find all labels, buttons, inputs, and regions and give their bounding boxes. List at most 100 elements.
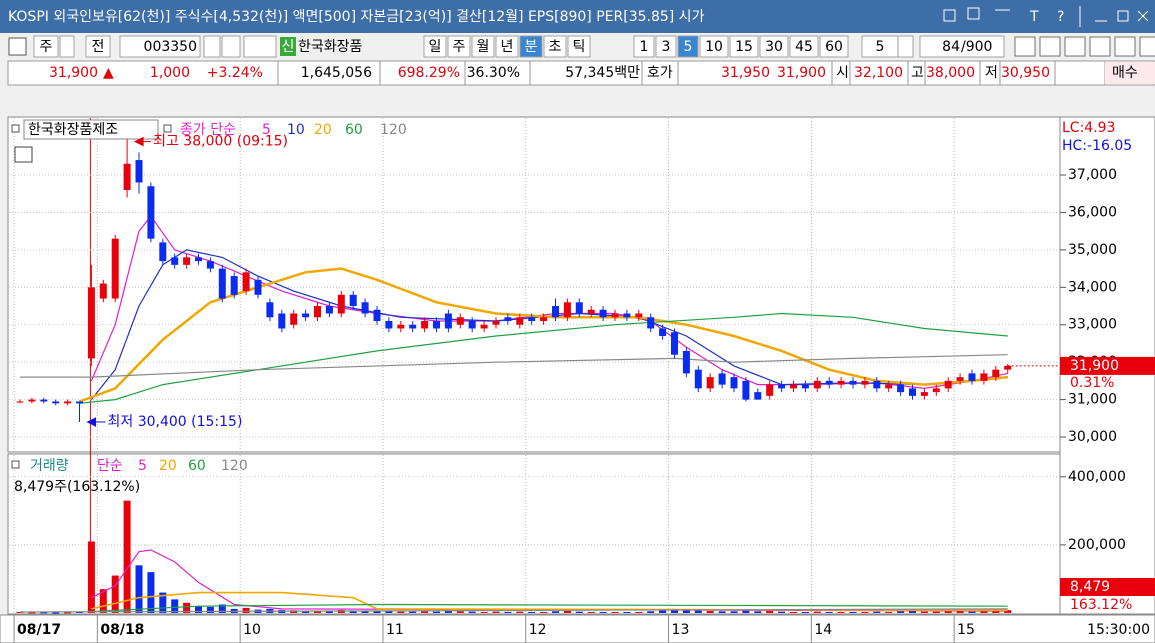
volume-panel [7, 453, 1061, 615]
tool-icon[interactable] [1089, 36, 1111, 57]
period-button[interactable]: 년 [501, 39, 514, 55]
volume-bar [611, 611, 619, 613]
interval-button-box[interactable] [655, 35, 677, 58]
last-volume-label: 8,479 [1070, 579, 1110, 595]
interval-button-box[interactable] [729, 35, 759, 58]
x-tick-label: 11 [386, 622, 404, 638]
dropdown[interactable] [59, 35, 75, 58]
scope[interactable]: 전 [92, 39, 105, 55]
interval-button[interactable]: 3 [662, 39, 671, 55]
market[interactable]: 주 [40, 39, 53, 55]
interval-button-box[interactable] [789, 35, 819, 58]
title-icon[interactable]: T [1029, 9, 1039, 25]
volume-bar [540, 611, 548, 613]
volume-bar [397, 611, 405, 613]
interval-button[interactable]: 45 [795, 39, 813, 55]
table-icon[interactable] [14, 146, 33, 163]
volume-bar [468, 611, 476, 613]
icon[interactable] [943, 9, 956, 22]
dropdown[interactable] [897, 35, 914, 58]
period-button[interactable]: 월 [477, 39, 490, 55]
period-button[interactable]: 초 [549, 39, 562, 55]
interval-button[interactable]: 60 [825, 39, 843, 55]
period-button-box[interactable] [423, 35, 447, 58]
candle-body [992, 369, 1000, 378]
volume-bar [1004, 610, 1012, 613]
legend-title: 한국화장품제조 [28, 122, 118, 138]
candle-body [778, 384, 786, 389]
interval-button[interactable]: 10 [705, 39, 723, 55]
interval-button[interactable]: 5 [684, 39, 693, 55]
volume-bar [325, 611, 333, 613]
period-button-box[interactable] [543, 35, 567, 58]
period-button-box[interactable] [495, 35, 519, 58]
market-box[interactable] [33, 35, 59, 58]
sound[interactable] [243, 35, 277, 58]
title-icon[interactable]: ? [1057, 9, 1064, 25]
interval-button-box[interactable] [759, 35, 789, 58]
count: 84 [942, 39, 960, 55]
volume-bar [433, 611, 440, 613]
quote-value: 57,345백만 [565, 65, 640, 81]
candle-body [790, 384, 797, 389]
tool-icon[interactable] [1139, 36, 1155, 57]
period-button[interactable]: 주 [453, 39, 466, 55]
quote-value: 매수 [1112, 65, 1138, 81]
interval-button-box[interactable] [633, 35, 655, 58]
legend-item: 20 [159, 458, 177, 474]
period-button[interactable]: 일 [429, 39, 442, 55]
volume-bar [385, 611, 393, 613]
period-button-box[interactable] [447, 35, 471, 58]
volume-bar [956, 610, 964, 613]
candle-body [706, 377, 714, 389]
period-button-box[interactable] [471, 35, 495, 58]
maximize[interactable] [1117, 10, 1129, 22]
menu-icon[interactable] [8, 37, 27, 56]
tool-icon[interactable] [1114, 36, 1136, 57]
buy-button[interactable] [1105, 62, 1155, 84]
close[interactable] [1137, 10, 1149, 22]
volume-bar [671, 608, 678, 613]
volume-bar [456, 611, 464, 613]
volume-bar [171, 599, 179, 613]
candle-body [849, 380, 857, 385]
x-axis-strip [0, 614, 1155, 643]
interval-button[interactable]: 1 [640, 39, 649, 55]
interval-button-box[interactable] [819, 35, 849, 58]
dropdown[interactable] [203, 35, 221, 58]
ma-line [91, 591, 1008, 612]
candle-body [64, 401, 72, 404]
code-input[interactable]: 003350 [144, 39, 197, 55]
period-button-box[interactable] [519, 35, 543, 58]
period-button-box[interactable] [567, 35, 591, 58]
tool-icon[interactable] [1014, 36, 1036, 57]
icon[interactable] [967, 7, 980, 20]
tool-icon[interactable] [1039, 36, 1061, 57]
x-tick-label: 13 [672, 622, 690, 638]
code-input-box[interactable] [119, 35, 201, 58]
period-button[interactable]: 분 [525, 39, 538, 55]
count-box[interactable] [919, 35, 1005, 58]
volume-bar [587, 611, 595, 613]
candle-body [171, 257, 179, 265]
candle-body [147, 186, 155, 239]
annotation-arrow [133, 136, 152, 147]
volume-bar [528, 611, 536, 613]
interval-button[interactable]: 15 [735, 39, 753, 55]
search[interactable] [221, 35, 241, 58]
scope-box[interactable] [85, 35, 111, 58]
interval-button-box[interactable] [699, 35, 729, 58]
candle-body [195, 257, 202, 262]
tool-icon[interactable] [1064, 36, 1086, 57]
interval-button[interactable]: 30 [765, 39, 783, 55]
candle-body [575, 302, 583, 314]
candle-body [409, 324, 417, 329]
unit-select[interactable]: 5 [876, 39, 885, 55]
candle-body [754, 392, 762, 400]
interval-button-box[interactable] [677, 35, 699, 58]
last-price-box [1060, 356, 1155, 375]
period-button[interactable]: 틱 [573, 39, 586, 55]
annotation: 최저 30,400 (15:15) [108, 414, 243, 430]
ma-line [91, 549, 1008, 612]
quote-value: 32,100 [854, 65, 903, 81]
